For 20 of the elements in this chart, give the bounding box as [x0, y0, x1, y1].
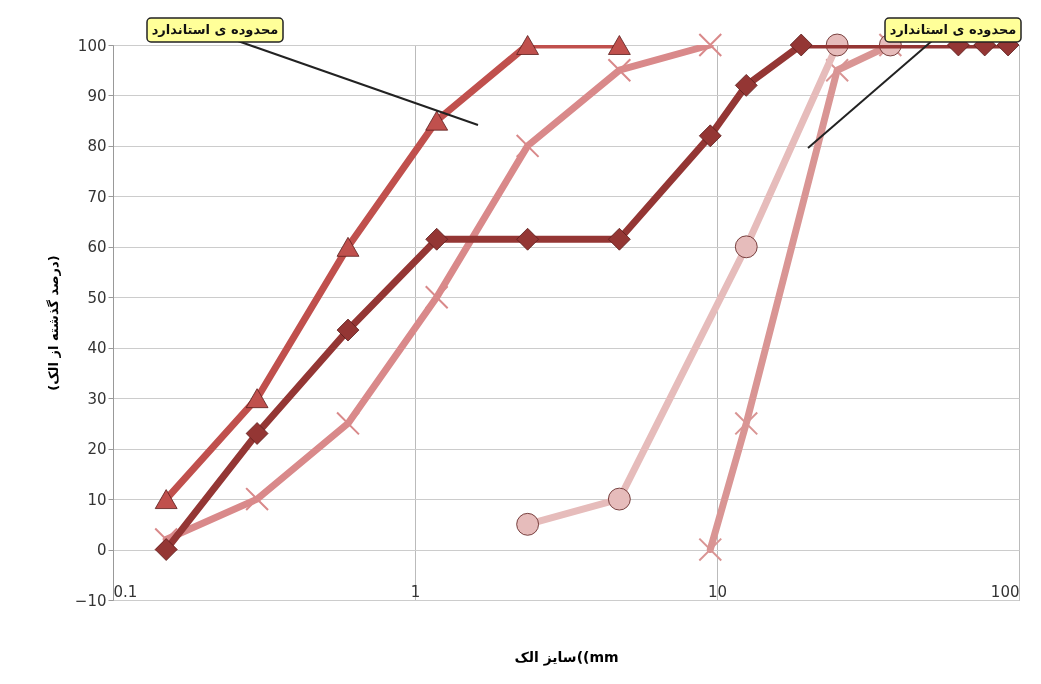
y-tick-label: 0: [96, 541, 107, 560]
y-tick-label: 70: [87, 187, 107, 206]
y-tick-label: 60: [87, 238, 107, 257]
y-axis-title: (درصد گذشته از الک): [45, 255, 61, 391]
x-tick-label: 10: [707, 582, 728, 601]
x-axis-title: سایز الک((mm: [514, 648, 619, 666]
y-tick-label: 20: [87, 440, 107, 459]
y-tick-label: 100: [77, 36, 107, 55]
y-tick-label: 80: [87, 137, 107, 156]
y-tick-label: 40: [87, 339, 107, 358]
y-tick-label: 90: [87, 86, 107, 105]
x-tick-label: 0.1: [113, 582, 138, 601]
text: محدوده ی استاندارد: [151, 22, 279, 37]
y-tick-label: 30: [87, 389, 107, 408]
y-tick-label: 50: [87, 288, 107, 307]
x-tick-label: 100: [990, 582, 1020, 601]
y-tick-label: −10: [74, 591, 107, 610]
text: محدوده ی استاندارد: [889, 22, 1017, 37]
x-tick-label: 1: [410, 582, 421, 601]
y-tick-label: 10: [87, 490, 107, 509]
